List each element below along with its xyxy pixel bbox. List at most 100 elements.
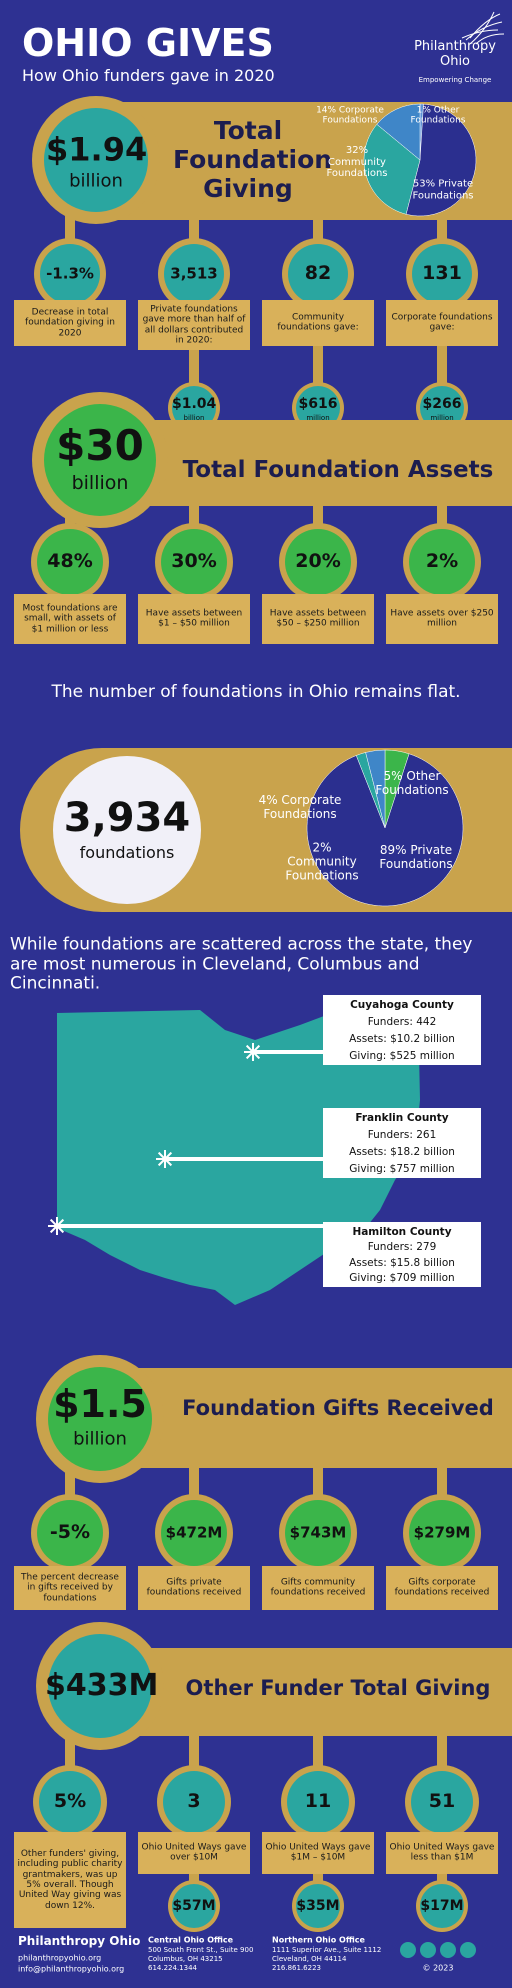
pie-label: 4% Corporate Foundations	[258, 793, 342, 821]
stat-caption: Ohio United Ways gave less than $1M	[389, 1842, 495, 1863]
county-box	[323, 1222, 481, 1287]
office-line: 216.861.6223	[272, 1963, 321, 1972]
office-line: 614.224.1344	[148, 1963, 197, 1972]
stat-circle	[161, 529, 227, 595]
amount-value: $1.04	[172, 395, 217, 412]
footer-email: info@philanthropyohio.org	[18, 1964, 125, 1974]
total-unit: billion	[73, 1428, 127, 1450]
stat-circle	[163, 1771, 225, 1833]
section-heading: Other Funder Total Giving	[185, 1675, 491, 1700]
stat-value: -1.3%	[46, 264, 94, 283]
caption-box	[386, 1566, 498, 1610]
caption-box	[262, 1832, 374, 1874]
social-icons	[400, 1942, 476, 1958]
pie-label: 14% Corporate Foundations	[316, 105, 384, 126]
caption-box	[14, 1832, 126, 1928]
total-unit: foundations	[79, 842, 175, 862]
amount-unit: million	[306, 413, 330, 422]
stat-value: 51	[428, 1790, 456, 1813]
stat-value: -5%	[49, 1521, 91, 1544]
caption-box	[138, 594, 250, 644]
stat-value: 131	[422, 262, 462, 285]
stat-circle	[40, 244, 100, 304]
county-box	[323, 995, 481, 1065]
logo-mark	[461, 11, 505, 45]
amount-value: $57M	[172, 1897, 216, 1914]
stat-circle	[39, 1771, 101, 1833]
star	[157, 1151, 173, 1167]
total-unit: billion	[71, 472, 129, 495]
county-assets: Assets: $18.2 billion	[349, 1145, 455, 1158]
stat-circle	[37, 1500, 103, 1566]
county-assets: Assets: $15.8 billion	[349, 1256, 455, 1269]
star	[49, 1218, 65, 1234]
stat-value: 30%	[171, 550, 217, 573]
amount-unit: billion	[183, 413, 205, 422]
county-funders: Funders: 261	[367, 1128, 437, 1141]
office-name: Central Ohio Office	[148, 1935, 234, 1945]
total-value: 3,934	[63, 795, 191, 841]
county-assets: Assets: $10.2 billion	[349, 1032, 455, 1045]
county-name: Hamilton County	[352, 1225, 452, 1238]
amount-unit: million	[430, 413, 454, 422]
footer-web: philanthropyohio.org	[18, 1953, 102, 1963]
county-funders: Funders: 442	[367, 1015, 437, 1028]
stat-value: 82	[304, 262, 332, 285]
logo-text: Philanthropy Ohio	[414, 39, 496, 69]
caption-box	[262, 594, 374, 644]
stat-value: 3,513	[170, 264, 218, 283]
connector	[313, 346, 323, 408]
pie-label: 53% Private Foundations	[412, 178, 474, 202]
caption-box	[262, 1566, 374, 1610]
caption-box	[14, 594, 126, 644]
total-value: $30	[56, 420, 144, 470]
stat-caption: Most foundations are small, with assets …	[22, 603, 118, 635]
stat-value: 11	[304, 1790, 332, 1813]
total-unit: billion	[69, 170, 123, 192]
stat-value: $472M	[165, 1523, 223, 1542]
county-name: Franklin County	[355, 1111, 449, 1124]
stat-value: 48%	[47, 550, 93, 573]
stat-circle	[161, 1500, 227, 1566]
stat-circle	[411, 1771, 473, 1833]
pie-label: 89% Private Foundations	[379, 843, 453, 871]
pie-label: 32% Community Foundations	[326, 144, 388, 179]
stat-caption: Ohio United Ways gave $1M – $10M	[265, 1842, 371, 1863]
county-giving: Giving: $525 million	[349, 1049, 455, 1062]
caption-box	[138, 300, 250, 350]
caption-box	[14, 300, 126, 346]
amount-circle	[172, 386, 216, 430]
amount-circle	[296, 386, 340, 430]
stat-circle	[37, 529, 103, 595]
pie-label: 5% Other Foundations	[375, 769, 449, 797]
caption-box	[262, 300, 374, 346]
stat-value: 3	[187, 1790, 201, 1813]
stat-caption: Other funders' giving, including public …	[17, 1848, 123, 1911]
caption-box	[14, 1566, 126, 1610]
logo-tagline: Empowering Change	[418, 75, 492, 84]
stat-caption: Gifts private foundations received	[146, 1577, 242, 1598]
stat-circle	[285, 529, 351, 595]
caption-box	[138, 1832, 250, 1874]
stat-circle	[164, 244, 224, 304]
copyright: © 2023	[422, 1963, 454, 1973]
caption-box	[386, 594, 498, 644]
county-funders: Funders: 279	[367, 1241, 437, 1254]
stat-circle	[285, 1500, 351, 1566]
connector	[437, 346, 447, 408]
caption-box	[386, 300, 498, 346]
total-value: $1.94	[46, 130, 148, 169]
subtitle: How Ohio funders gave in 2020	[22, 65, 275, 85]
stat-value: $279M	[413, 1523, 471, 1542]
pie-label: 2% Community Foundations	[285, 840, 359, 882]
total-value: $1.5	[53, 1382, 147, 1427]
stat-value: 5%	[53, 1790, 87, 1813]
county-name: Cuyahoga County	[350, 998, 454, 1011]
section-heading: Total Foundation Assets	[182, 456, 494, 483]
stat-caption: Have assets over $250 million	[390, 608, 494, 629]
stat-caption: The percent decrease in gifts received b…	[21, 1572, 119, 1604]
statement: The number of foundations in Ohio remain…	[51, 682, 461, 703]
amount-value: $616	[298, 395, 338, 412]
stat-circle	[412, 244, 472, 304]
